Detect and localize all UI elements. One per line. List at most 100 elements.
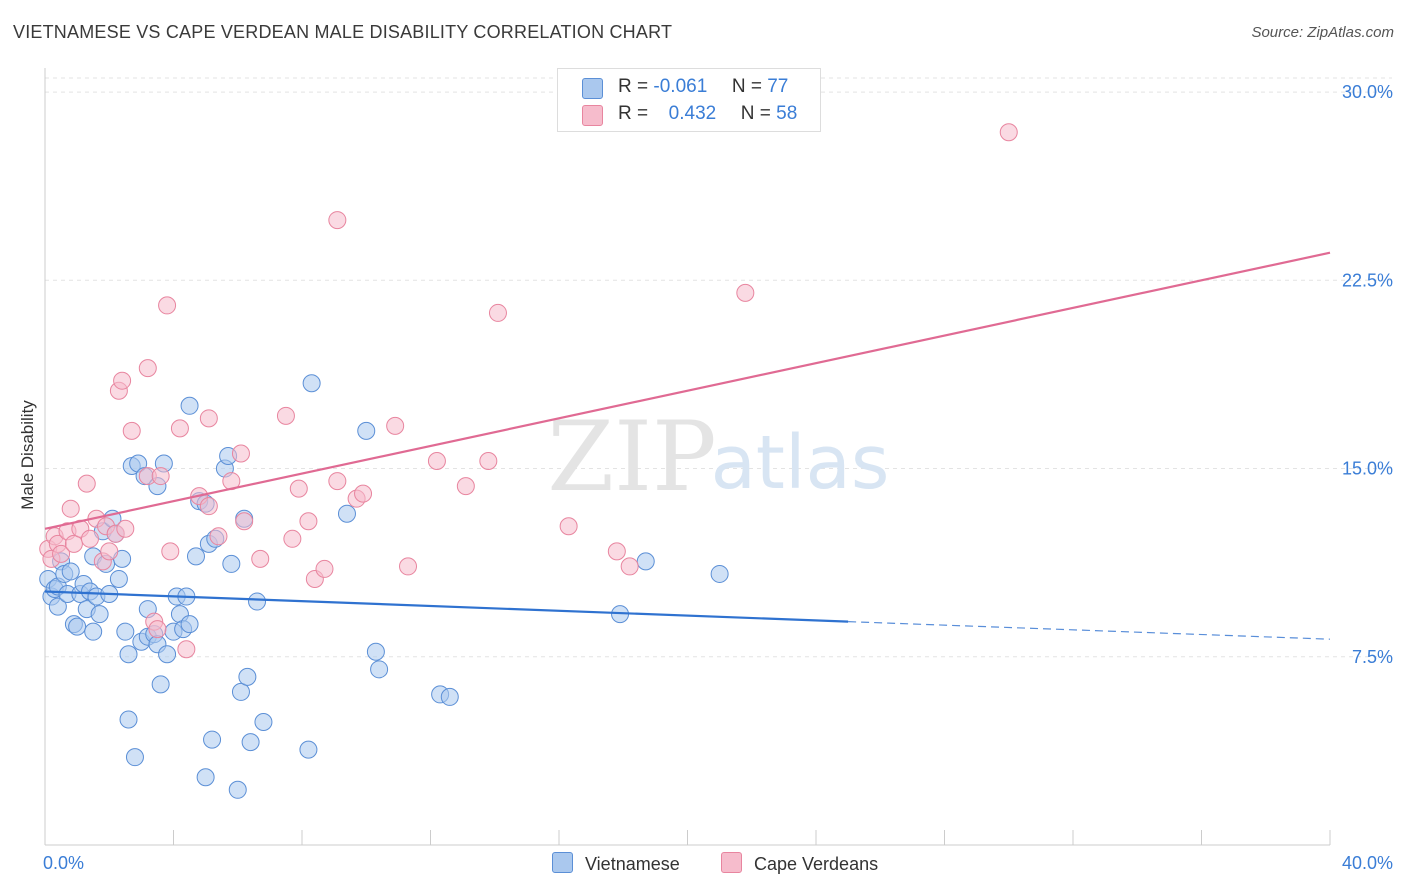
point-cape-verdean xyxy=(161,542,180,561)
point-vietnamese xyxy=(158,645,177,664)
point-cape-verdean xyxy=(399,557,418,576)
legend-r-value-cape-verdean: 0.432 xyxy=(668,103,717,124)
point-vietnamese xyxy=(48,597,67,616)
point-cape-verdean xyxy=(235,512,254,531)
point-vietnamese xyxy=(228,780,247,799)
point-cape-verdean xyxy=(80,529,99,548)
point-cape-verdean xyxy=(158,296,177,315)
legend-r-value-vietnamese: -0.061 xyxy=(653,76,708,97)
point-cape-verdean xyxy=(100,542,119,561)
point-cape-verdean xyxy=(999,123,1018,142)
point-vietnamese xyxy=(186,547,205,566)
point-cape-verdean xyxy=(199,409,218,428)
point-vietnamese xyxy=(231,682,250,701)
y-tick-label: 7.5% xyxy=(1352,647,1393,667)
watermark: ZIP atlas xyxy=(547,401,889,513)
point-cape-verdean xyxy=(299,512,318,531)
bottom-legend-label-cape-verdeans: Cape Verdeans xyxy=(754,854,879,874)
point-vietnamese xyxy=(203,730,222,749)
point-vietnamese xyxy=(61,562,80,581)
point-cape-verdean xyxy=(61,499,80,518)
point-cape-verdean xyxy=(231,444,250,463)
trend-line-vietnamese-extrapolated xyxy=(848,621,1331,640)
bottom-legend-swatch-cape-verdeans xyxy=(721,852,742,873)
point-cape-verdean xyxy=(620,557,639,576)
legend-swatch-vietnamese xyxy=(582,78,603,99)
legend-n-value-vietnamese: 77 xyxy=(767,76,789,97)
source-label: Source: ZipAtlas.com xyxy=(1251,24,1394,41)
legend-r-label: R = xyxy=(618,103,649,124)
point-cape-verdean xyxy=(251,549,270,568)
point-cape-verdean xyxy=(177,640,196,659)
y-tick-label: 30.0% xyxy=(1342,82,1393,102)
point-cape-verdean xyxy=(354,484,373,503)
bottom-legend-cape-verdeans: Cape Verdeans xyxy=(721,852,878,876)
point-vietnamese xyxy=(248,592,267,611)
legend-n-label: N = xyxy=(740,103,771,124)
point-vietnamese xyxy=(68,617,87,636)
x-tick-label-min: 0.0% xyxy=(43,853,84,873)
point-vietnamese xyxy=(357,421,376,440)
correlation-legend: R = -0.061 N = 77 R = 0.432 N = 58 xyxy=(557,68,821,132)
point-cape-verdean xyxy=(488,303,507,322)
point-vietnamese xyxy=(337,504,356,523)
point-cape-verdean xyxy=(209,527,228,546)
axes xyxy=(44,68,1331,846)
point-vietnamese xyxy=(440,687,459,706)
point-cape-verdean xyxy=(170,419,189,438)
point-vietnamese xyxy=(84,622,103,641)
point-cape-verdean xyxy=(113,371,132,390)
point-cape-verdean xyxy=(479,452,498,471)
point-cape-verdean xyxy=(276,406,295,425)
tick-labels: 7.5% 15.0% 22.5% 30.0% 0.0% 40.0% xyxy=(43,82,1393,873)
point-vietnamese xyxy=(180,396,199,415)
legend-r-label: R = xyxy=(618,76,649,97)
point-cape-verdean xyxy=(456,477,475,496)
watermark-atlas: atlas xyxy=(711,420,890,506)
point-vietnamese xyxy=(196,768,215,787)
x-tick-label-max: 40.0% xyxy=(1342,853,1393,873)
point-vietnamese xyxy=(222,554,241,573)
series-cape-verdeans xyxy=(39,123,1018,659)
point-cape-verdean xyxy=(386,416,405,435)
point-vietnamese xyxy=(119,645,138,664)
point-vietnamese xyxy=(180,615,199,634)
bottom-legend-swatch-vietnamese xyxy=(552,852,573,873)
trend-line-cape-verdeans xyxy=(44,251,1331,530)
point-cape-verdean xyxy=(116,519,135,538)
point-vietnamese xyxy=(254,713,273,732)
point-vietnamese xyxy=(119,710,138,729)
legend-swatch-cape-verdean xyxy=(582,105,603,126)
point-cape-verdean xyxy=(151,467,170,486)
point-cape-verdean xyxy=(52,544,71,563)
point-cape-verdean xyxy=(607,542,626,561)
point-vietnamese xyxy=(90,605,109,624)
point-cape-verdean xyxy=(122,421,141,440)
point-vietnamese xyxy=(241,733,260,752)
trend-line-vietnamese xyxy=(44,590,849,623)
point-vietnamese xyxy=(299,740,318,759)
point-cape-verdean xyxy=(77,474,96,493)
point-vietnamese xyxy=(238,667,257,686)
legend-n-label: N = xyxy=(731,76,762,97)
bottom-legend-vietnamese: Vietnamese xyxy=(552,852,680,876)
point-cape-verdean xyxy=(328,472,347,491)
point-cape-verdean xyxy=(289,479,308,498)
bottom-legend-label-vietnamese: Vietnamese xyxy=(585,854,680,874)
point-vietnamese xyxy=(151,675,170,694)
trend-lines xyxy=(44,251,1331,640)
point-cape-verdean xyxy=(138,359,157,378)
y-tick-label: 22.5% xyxy=(1342,270,1393,290)
y-tick-label: 15.0% xyxy=(1342,459,1393,479)
point-cape-verdean xyxy=(64,534,83,553)
point-vietnamese xyxy=(125,748,144,767)
point-cape-verdean xyxy=(427,452,446,471)
point-cape-verdean xyxy=(148,620,167,639)
legend-n-value-cape-verdean: 58 xyxy=(776,103,798,124)
point-vietnamese xyxy=(636,552,655,571)
point-cape-verdean xyxy=(559,517,578,536)
point-vietnamese xyxy=(116,622,135,641)
point-cape-verdean xyxy=(315,559,334,578)
point-vietnamese xyxy=(302,374,321,393)
